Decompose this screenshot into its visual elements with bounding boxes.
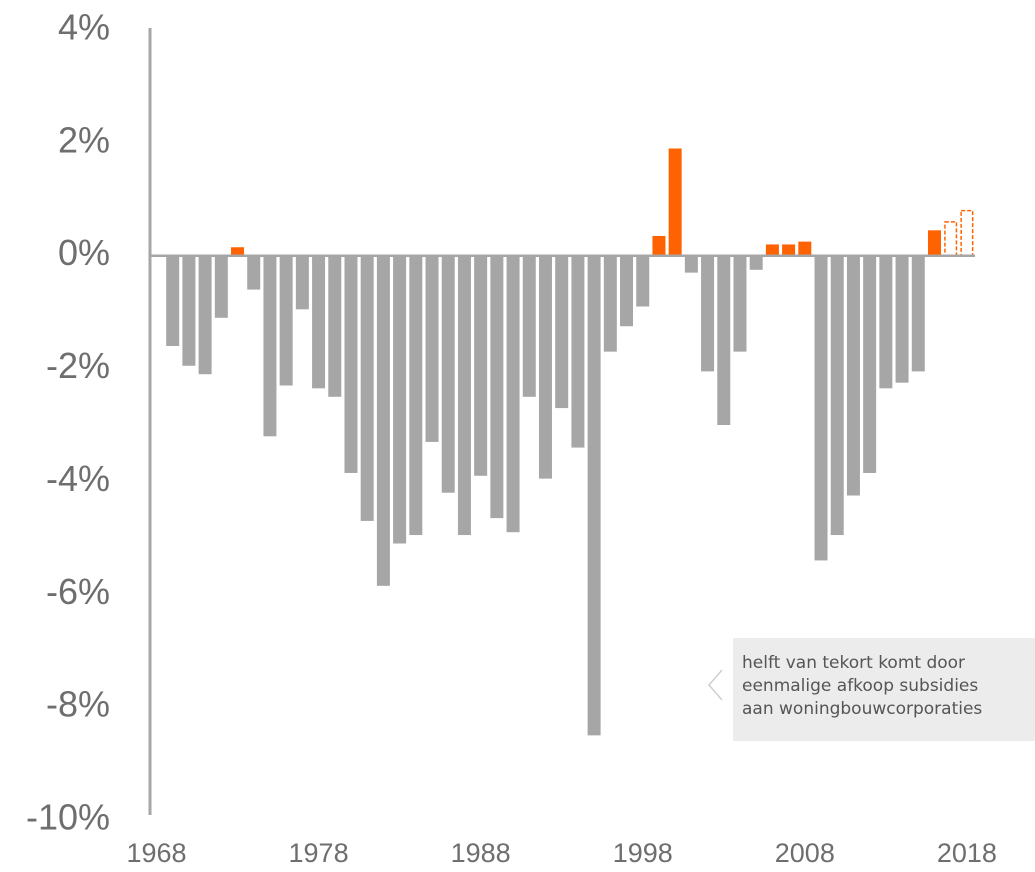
bar xyxy=(457,255,471,536)
bar xyxy=(522,255,536,397)
bar xyxy=(960,209,974,257)
bar xyxy=(344,255,358,473)
bar xyxy=(214,255,228,318)
bar xyxy=(474,255,488,476)
y-tick-label: 2% xyxy=(58,119,110,160)
bar xyxy=(571,255,585,448)
x-tick-label: 1968 xyxy=(126,838,186,868)
annotation-pointer xyxy=(708,669,723,701)
y-tick-label: -8% xyxy=(46,684,110,725)
annotation-line: aan woningbouwcorporaties xyxy=(742,699,982,719)
bar xyxy=(749,255,763,270)
bar xyxy=(636,255,650,307)
bar xyxy=(620,255,634,327)
bar xyxy=(231,247,245,256)
y-tick-label: -10% xyxy=(26,797,110,838)
bar xyxy=(166,255,180,346)
bar xyxy=(684,255,698,273)
bar xyxy=(701,255,715,372)
bar xyxy=(798,241,812,256)
x-tick-label: 2008 xyxy=(775,838,835,868)
x-tick-label: 1988 xyxy=(451,838,511,868)
bar xyxy=(360,255,374,521)
bar xyxy=(830,255,844,536)
bar xyxy=(603,255,617,352)
bar xyxy=(652,235,666,256)
bar xyxy=(263,255,277,437)
bar xyxy=(668,148,682,256)
bar xyxy=(863,255,877,473)
bar xyxy=(733,255,747,352)
bar xyxy=(927,230,941,256)
bar xyxy=(717,255,731,425)
bar xyxy=(911,255,925,372)
bar xyxy=(312,255,326,389)
bar xyxy=(895,255,909,383)
bar xyxy=(587,255,601,736)
bar xyxy=(538,255,552,479)
bar xyxy=(328,255,342,397)
bar xyxy=(555,255,569,409)
y-tick-label: -2% xyxy=(46,345,110,386)
bar xyxy=(425,255,439,442)
x-tick-label: 1998 xyxy=(613,838,673,868)
bar xyxy=(441,255,455,493)
annotation-line: helft van tekort komt door xyxy=(742,653,965,673)
bar xyxy=(279,255,293,386)
x-tick-label: 1978 xyxy=(289,838,349,868)
bar xyxy=(846,255,860,496)
bar xyxy=(393,255,407,544)
y-tick-label: -4% xyxy=(46,458,110,499)
y-tick-label: -6% xyxy=(46,571,110,612)
y-tick-label: 4% xyxy=(58,7,110,48)
bar xyxy=(765,244,779,256)
y-tick-label: 0% xyxy=(58,232,110,273)
bar xyxy=(814,255,828,561)
annotation-box xyxy=(733,638,1035,741)
bar xyxy=(879,255,893,389)
bar xyxy=(490,255,504,519)
bar xyxy=(376,255,390,586)
bar xyxy=(182,255,196,366)
bar xyxy=(409,255,423,536)
bar xyxy=(506,255,520,533)
bar xyxy=(782,244,796,256)
bar xyxy=(944,221,958,257)
x-tick-label: 2018 xyxy=(937,838,997,868)
bar xyxy=(198,255,212,375)
bar xyxy=(247,255,261,290)
annotation-line: eenmalige afkoop subsidies xyxy=(742,676,978,696)
bar xyxy=(295,255,309,310)
